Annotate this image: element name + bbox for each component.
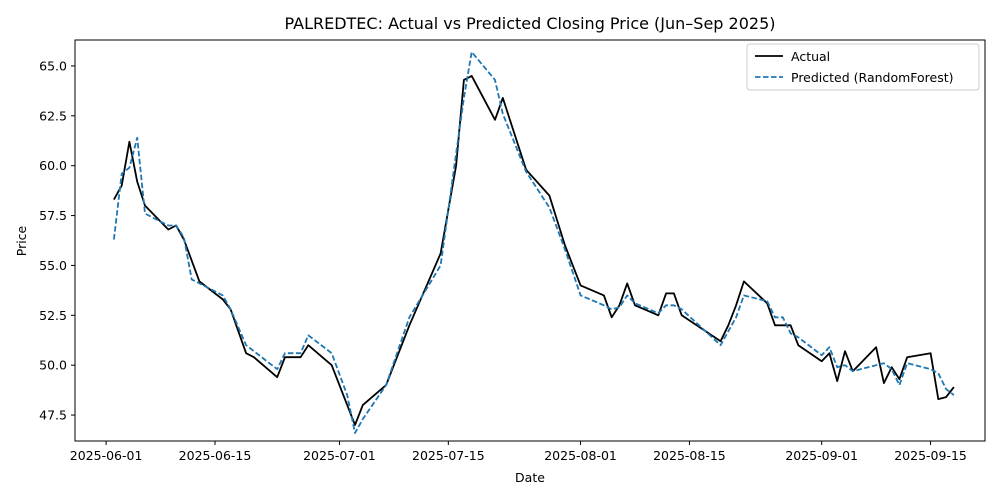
x-tick-label: 2025-08-01 [544, 448, 617, 463]
y-tick-label: 55.0 [39, 258, 67, 273]
chart-title: PALREDTEC: Actual vs Predicted Closing P… [285, 14, 776, 33]
legend: Actual Predicted (RandomForest) [746, 43, 980, 91]
legend-label-predicted: Predicted (RandomForest) [791, 70, 954, 85]
x-tick-label: 2025-09-15 [894, 448, 967, 463]
y-tick-label: 50.0 [39, 358, 67, 373]
x-tick-label: 2025-06-15 [179, 448, 252, 463]
x-tick-label: 2025-06-01 [70, 448, 143, 463]
y-axis-label: Price [14, 225, 29, 256]
y-tick-label: 60.0 [39, 158, 67, 173]
series-line-predicted [113, 51, 955, 434]
x-tick-label: 2025-09-01 [785, 448, 858, 463]
plot-frame [74, 39, 986, 442]
x-axis-label: Date [515, 470, 545, 485]
legend-label-actual: Actual [791, 49, 830, 64]
x-axis: 2025-06-01 2025-06-15 2025-07-01 2025-07-15… [70, 441, 967, 463]
x-tick-label: 2025-08-15 [653, 448, 726, 463]
y-tick-label: 47.5 [39, 408, 67, 423]
y-tick-label: 65.0 [39, 58, 67, 73]
y-tick-label: 62.5 [39, 108, 67, 123]
x-tick-label: 2025-07-15 [412, 448, 485, 463]
y-tick-label: 57.5 [39, 208, 67, 223]
legend-box [746, 43, 980, 91]
series-layer [113, 51, 955, 434]
y-tick-label: 52.5 [39, 308, 67, 323]
series-line-actual [113, 75, 955, 426]
x-tick-label: 2025-07-01 [303, 448, 376, 463]
y-axis: 47.5 50.0 52.5 55.0 57.5 60.0 62.5 65.0 [39, 58, 75, 423]
